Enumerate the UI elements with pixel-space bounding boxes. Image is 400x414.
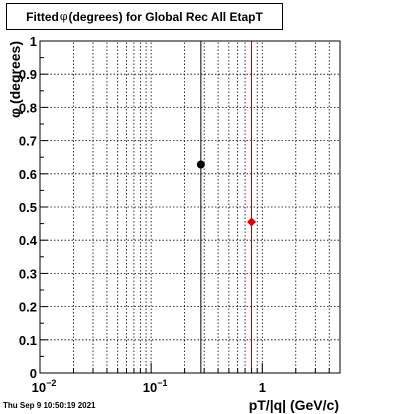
y-tick-label: 0.6 [19,167,37,182]
chart-title-phi-symbol: φ [59,10,68,23]
y-tick-label: 0.1 [19,333,37,348]
y-tick-label: 0 [30,366,37,381]
x-tick-labels: 10−2 10−1 1 [32,378,266,395]
y-tick-label: 0.2 [19,300,37,315]
data-point-circle [196,160,205,169]
y-tick-label: 0.9 [19,67,37,82]
chart-title-prefix: Fitted [26,9,59,24]
timestamp: Thu Sep 9 10:50:19 2021 [3,401,96,410]
vertical-lines [200,41,253,373]
chart-title-suffix: (degrees) for Global Rec All EtapT [68,9,263,24]
y-tick-label: 0.4 [19,233,38,248]
plot-frame [39,40,341,374]
axis-ticks [39,40,341,374]
chart-title: Fitted φ (degrees) for Global Rec All Et… [6,3,283,30]
x-axis-title: pT/|q| (GeV/c) [249,397,339,413]
y-tick-labels: 0 0.1 0.2 0.3 0.4 0.5 0.6 0.7 0.8 0.9 1 [19,34,38,381]
grid [40,41,341,373]
x-tick-label: 10−2 [32,378,57,395]
y-tick-label: 0.3 [19,266,37,281]
data-points [196,160,257,227]
x-tick-label: 10−1 [143,378,168,395]
x-tick-label: 1 [259,380,266,395]
y-tick-label: 0.8 [19,100,37,115]
data-point-diamond [247,217,257,227]
y-tick-label: 0.7 [19,134,37,149]
y-tick-label: 0.5 [19,200,37,215]
y-tick-label: 1 [30,34,37,49]
y-axis-title: φ (degrees) [7,41,23,118]
